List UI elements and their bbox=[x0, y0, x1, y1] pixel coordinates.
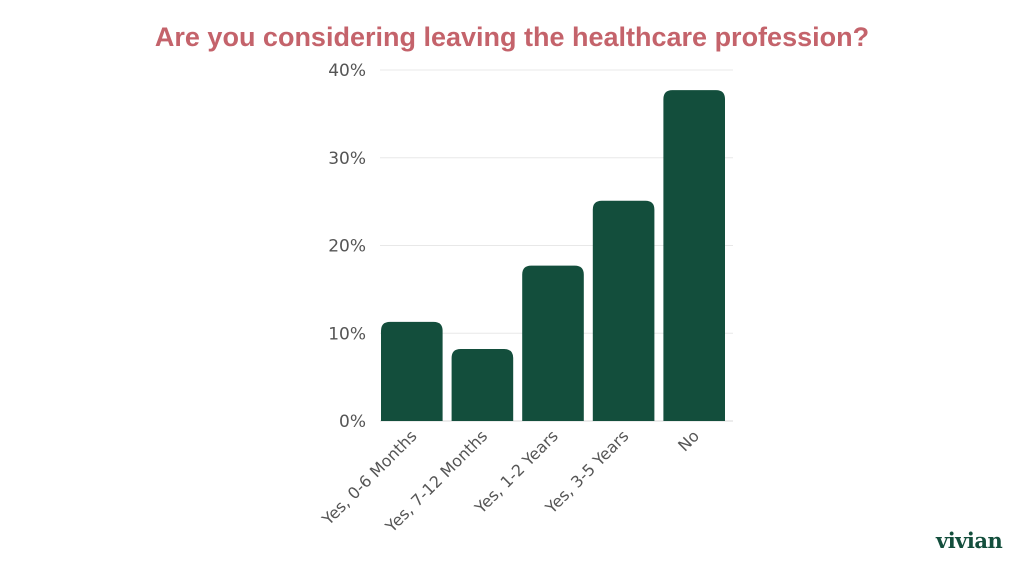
bar bbox=[381, 321, 443, 421]
bar bbox=[522, 265, 584, 421]
y-tick-label: 10% bbox=[328, 324, 366, 344]
y-tick-label: 20% bbox=[328, 237, 366, 257]
bar bbox=[451, 349, 514, 421]
x-tick-label: No bbox=[674, 426, 703, 455]
y-tick-label: 30% bbox=[328, 149, 366, 169]
vivian-logo: vivian bbox=[936, 528, 1003, 553]
bar bbox=[592, 200, 655, 421]
bar bbox=[663, 90, 725, 422]
chart-title: Are you considering leaving the healthca… bbox=[154, 22, 870, 52]
y-tick-label: 40% bbox=[328, 61, 366, 81]
y-tick-label: 0% bbox=[339, 412, 366, 432]
